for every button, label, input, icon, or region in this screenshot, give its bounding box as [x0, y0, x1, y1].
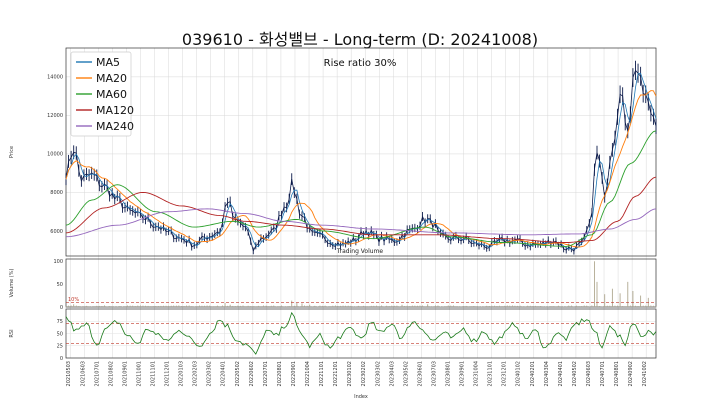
date-tick-label: 20230403 [389, 361, 395, 386]
date-tick-label: 20230801 [446, 361, 452, 386]
legend-label-ma5: MA5 [96, 56, 120, 69]
price-tick-label: 12000 [47, 113, 63, 119]
date-tick-label: 20220701 [263, 361, 269, 386]
date-tick-label: 20231201 [502, 361, 508, 386]
date-tick-label: 20240304 [544, 361, 550, 386]
rsi-tick-label: 75 [57, 319, 63, 325]
date-tick-label: 20220302 [207, 361, 213, 386]
price-tick-label: 6000 [50, 229, 63, 235]
legend: MA5 MA20 MA60 MA120 MA240 [70, 51, 134, 137]
volume-tick-label: 50 [57, 282, 63, 288]
date-tick-label: 20211101 [151, 361, 157, 386]
date-tick-label: 20240502 [572, 361, 578, 386]
legend-label-ma20: MA20 [96, 72, 127, 85]
date-tick-label: 20210603 [80, 361, 86, 386]
ma120-line [65, 176, 657, 243]
rsi-tick-label: 50 [57, 331, 63, 337]
date-tick-label: 20230901 [460, 361, 466, 386]
date-tick-label: 20211001 [136, 361, 142, 386]
rsi-panel [65, 308, 657, 359]
rise-ratio-annotation: Rise ratio 30% [324, 58, 397, 69]
date-tick-label: 20220401 [221, 361, 227, 386]
rsi-line [65, 311, 657, 355]
date-tick-label: 20241002 [642, 361, 648, 386]
date-tick-label: 20240201 [530, 361, 536, 386]
date-tick-label: 20231004 [474, 361, 480, 386]
date-tick-label: 20240401 [558, 361, 564, 386]
price-tick-label: 8000 [50, 190, 63, 196]
date-tick-label: 20240701 [600, 361, 606, 386]
legend-box [70, 51, 132, 137]
date-tick-label: 20211201 [165, 361, 171, 386]
date-tick-label: 20230302 [375, 361, 381, 386]
date-tick-label: 20240801 [614, 361, 620, 386]
date-tick-label: 20220502 [235, 361, 241, 386]
date-tick-label: 20220801 [277, 361, 283, 386]
date-tick-label: 20240102 [516, 361, 522, 386]
trading-volume-label: Trading Volume [336, 248, 384, 255]
date-tick-label: 20210701 [94, 361, 100, 386]
volume-threshold-label: 10% [68, 297, 79, 303]
date-tick-label: 20210901 [122, 361, 128, 386]
date-tick-label: 20221201 [333, 361, 339, 386]
ma60-line [65, 130, 657, 247]
rsi-axis-label: RSI [9, 329, 15, 337]
ma20-line [65, 90, 657, 248]
date-tick-label: 20210503 [66, 361, 72, 386]
date-tick-label: 20230202 [361, 361, 367, 386]
date-tick-label: 20220901 [291, 361, 297, 386]
volume-axis-label: Volume (%) [9, 269, 15, 298]
price-panel [65, 47, 657, 257]
date-tick-label: 20221101 [319, 361, 325, 386]
ma240-line [66, 208, 657, 238]
date-tick-label: 20220602 [249, 361, 255, 386]
legend-label-ma240: MA240 [96, 120, 134, 133]
price-axis-label: Price [9, 146, 15, 158]
date-tick-label: 20230502 [403, 361, 409, 386]
date-tick-label: 20221004 [305, 361, 311, 386]
date-tick-label: 20231101 [488, 361, 494, 386]
date-tick-label: 20220103 [179, 361, 185, 386]
volume-tick-label: 100 [53, 259, 63, 265]
date-tick-label: 20230102 [347, 361, 353, 386]
date-tick-label: 20210802 [108, 361, 114, 386]
price-tick-label: 14000 [47, 75, 63, 81]
legend-label-ma60: MA60 [96, 88, 127, 101]
date-tick-label: 20220203 [193, 361, 199, 386]
rsi-tick-label: 25 [57, 344, 63, 350]
x-axis-label: Index [354, 394, 368, 400]
volume-tick-label: 0 [60, 305, 63, 311]
chart-title: 039610 - 화성밸브 - Long-term (D: 20241008) [181, 30, 539, 49]
date-tick-label: 20230703 [431, 361, 437, 386]
rsi-tick-label: 0 [60, 356, 63, 362]
price-tick-label: 10000 [47, 152, 63, 158]
date-tick-label: 20230601 [417, 361, 423, 386]
date-tick-label: 20240603 [586, 361, 592, 386]
date-tick-label: 20240902 [628, 361, 634, 386]
legend-label-ma120: MA120 [96, 104, 134, 117]
